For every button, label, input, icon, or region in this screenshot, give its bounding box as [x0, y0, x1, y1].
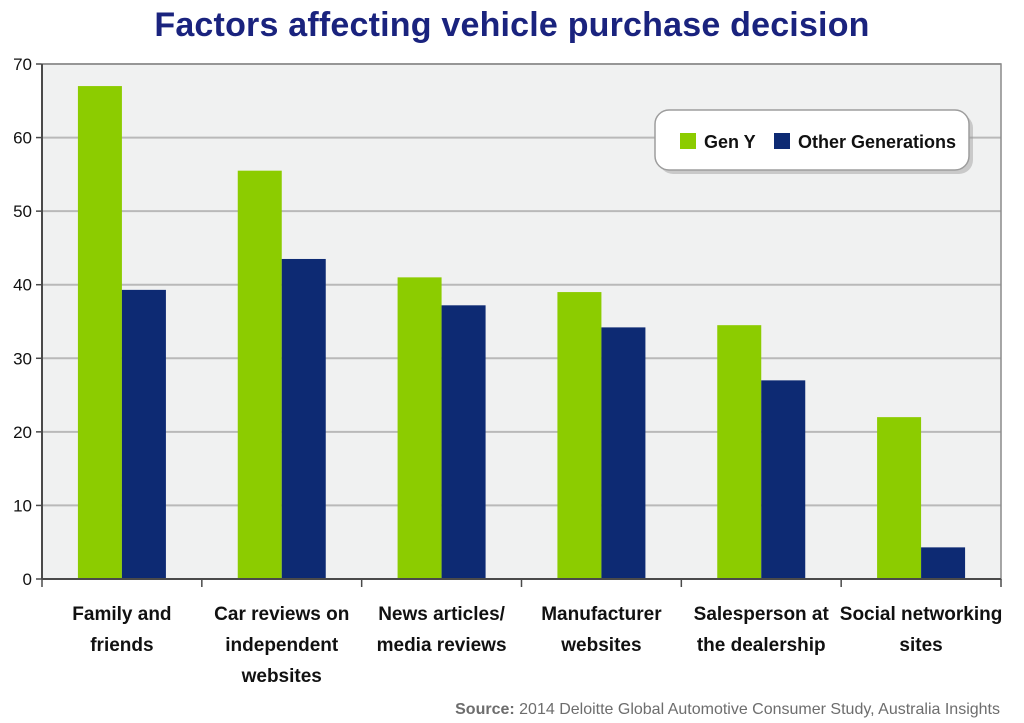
bar-gen-y-2: [397, 277, 442, 579]
category-label-1: Car reviews on independent websites: [214, 604, 349, 687]
legend: Gen Y Other Generations: [654, 109, 973, 174]
category-label-2: News articles/media reviews: [377, 604, 507, 656]
bar-gen-y-1: [237, 170, 282, 579]
source-text: 2014 Deloitte Global Automotive Consumer…: [514, 701, 1000, 718]
bar-other-generations-4: [761, 380, 806, 579]
bar-gen-y-0: [77, 86, 122, 580]
category-label-line: Social networking: [840, 604, 1003, 625]
y-tick-label: 10: [13, 496, 32, 515]
bar-other-generations-5: [921, 547, 966, 579]
y-tick-label: 50: [13, 202, 32, 221]
bar-other-generations-2: [441, 305, 486, 579]
bar-other-generations-0: [121, 289, 166, 579]
category-label-line: Car reviews on: [214, 604, 349, 625]
bar-other-generations-3: [601, 327, 646, 579]
bar-other-generations-1: [281, 258, 326, 579]
y-tick-label: 70: [13, 55, 32, 74]
category-label-line: websites: [241, 666, 322, 687]
category-label-0: Family and friends: [72, 604, 171, 656]
category-label-line: Manufacturer: [541, 604, 662, 625]
legend-swatch-other-generations: [774, 133, 790, 149]
category-label-line: Salesperson at: [694, 604, 830, 625]
category-label-line: media reviews: [377, 635, 507, 656]
y-tick-label: 0: [23, 570, 32, 589]
legend-label-1: Other Generations: [798, 132, 956, 152]
category-label-line: friends: [90, 635, 153, 656]
category-label-line: websites: [560, 635, 641, 656]
y-tick-label: 40: [13, 276, 32, 295]
category-label-line: Family and: [72, 604, 171, 625]
bar-gen-y-5: [877, 417, 922, 579]
category-label-line: News articles/: [378, 604, 505, 625]
category-label-line: independent: [225, 635, 339, 656]
category-label-line: sites: [899, 635, 942, 656]
y-tick-label: 60: [13, 129, 32, 148]
y-tick-label: 20: [13, 423, 32, 442]
legend-swatch-gen-y: [680, 133, 696, 149]
legend-label-0: Gen Y: [704, 132, 756, 152]
source-label: Source:: [455, 701, 515, 718]
category-label-5: Social networking sites: [840, 604, 1003, 656]
legend-box: [654, 109, 970, 171]
category-label-line: the dealership: [697, 635, 826, 656]
category-label-3: Manufacturer websites: [541, 604, 662, 656]
y-tick-label: 30: [13, 349, 32, 368]
bar-gen-y-3: [557, 292, 602, 579]
bar-gen-y-4: [717, 325, 762, 579]
chart-title: Factors affecting vehicle purchase decis…: [154, 6, 870, 44]
category-label-4: Salesperson at the dealership: [694, 604, 830, 656]
source-note: Source: 2014 Deloitte Global Automotive …: [455, 701, 1000, 719]
